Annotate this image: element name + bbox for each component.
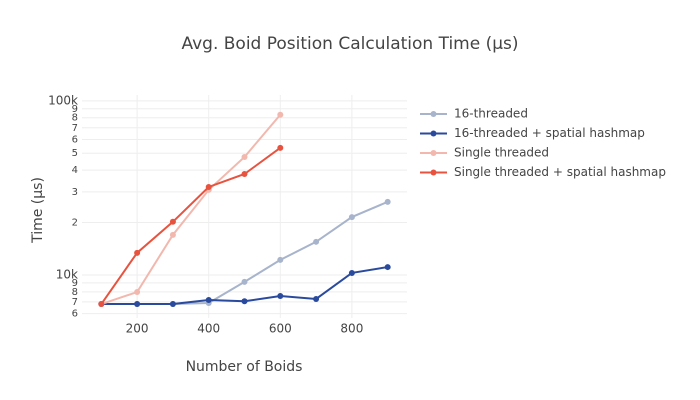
y-tick-label: 4 <box>72 165 78 176</box>
data-point <box>348 214 355 221</box>
data-point <box>241 153 248 160</box>
grid <box>82 95 407 318</box>
data-point <box>277 293 284 300</box>
data-point <box>313 295 320 302</box>
legend-marker <box>430 150 437 156</box>
y-tick-label: 8 <box>72 113 78 124</box>
x-tick-label: 600 <box>269 322 292 336</box>
y-tick-label: 6 <box>72 309 78 320</box>
legend-marker <box>430 111 437 117</box>
x-tick-label: 400 <box>197 322 220 336</box>
data-point <box>169 301 176 308</box>
y-tick-label: 6 <box>72 134 78 145</box>
legend-label: 16-threaded + spatial hashmap <box>454 126 645 140</box>
y-axis-title: Time (µs) <box>30 177 46 244</box>
y-tick-label: 100k <box>48 93 78 107</box>
data-point <box>205 297 212 304</box>
data-point <box>277 144 284 151</box>
y-tick-label: 9 <box>72 278 78 289</box>
data-point <box>277 256 284 263</box>
x-tick-label: 200 <box>126 322 149 336</box>
y-tick-label: 9 <box>72 104 78 115</box>
legend-label: 16-threaded <box>454 107 528 121</box>
data-point <box>205 183 212 190</box>
chart-title: Avg. Boid Position Calculation Time (µs) <box>181 34 518 54</box>
legend-label: Single threaded + spatial hashmap <box>454 165 666 179</box>
y-tick-label: 10k <box>56 267 78 281</box>
data-point <box>98 301 105 308</box>
x-tick-label: 800 <box>340 322 363 336</box>
y-tick-label: 7 <box>72 123 78 134</box>
data-point <box>134 301 141 308</box>
legend-label: Single threaded <box>454 146 549 160</box>
data-point <box>313 238 320 245</box>
data-point <box>241 278 248 285</box>
data-point <box>241 298 248 305</box>
data-point <box>134 289 141 296</box>
legend-marker <box>430 169 437 176</box>
data-point <box>169 218 176 225</box>
series-line <box>101 200 389 306</box>
x-axis-title: Number of Boids <box>186 359 303 375</box>
data-point <box>384 264 391 271</box>
data-point <box>169 231 176 238</box>
y-tick-label: 5 <box>72 148 78 159</box>
data-point <box>277 111 284 118</box>
y-tick-label: 2 <box>72 218 78 229</box>
y-tick-label: 7 <box>72 297 78 308</box>
data-point <box>348 269 355 276</box>
data-point <box>384 198 391 205</box>
y-tick-label: 3 <box>72 187 78 198</box>
y-tick-label: 8 <box>72 287 78 298</box>
series-line <box>100 147 281 305</box>
data-point <box>134 249 141 256</box>
series-line <box>101 114 282 305</box>
legend-marker <box>430 130 437 137</box>
data-point <box>241 170 248 177</box>
